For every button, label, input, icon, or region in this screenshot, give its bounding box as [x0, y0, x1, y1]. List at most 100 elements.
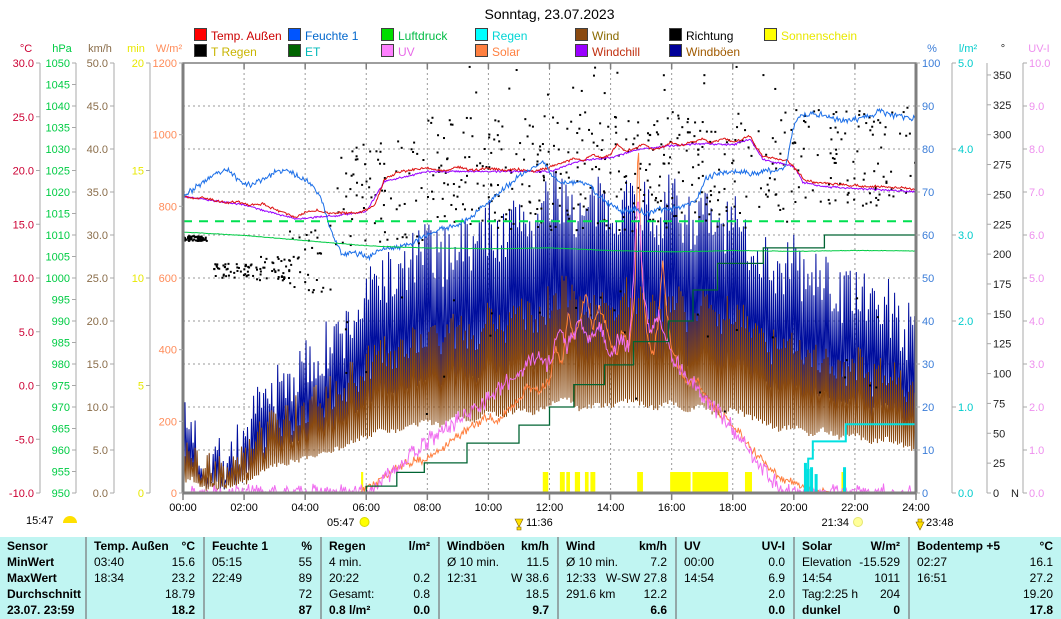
series-windb-en — [182, 171, 917, 491]
x-tick-label: 10:00 — [475, 502, 503, 514]
sensor-unit: km/h — [520, 539, 549, 553]
cell-label: Ø 10 min. — [447, 555, 500, 569]
legend-item-feuchte-1: Feuchte 1 — [288, 28, 359, 43]
legend-item-uv: UV — [381, 44, 415, 58]
table-cell: Elevation -15.529 — [795, 554, 908, 570]
sensor-name: Solar — [802, 539, 833, 553]
cell-label: 0.8 l/m² — [329, 603, 371, 617]
table-column-wind: Wind km/h Ø 10 min. 7.2 12:33 W-SW 27.8 291.6 … — [557, 537, 675, 619]
cell-value: 11.5 — [526, 555, 549, 569]
legend-label: Feuchte 1 — [305, 29, 359, 43]
svg-text:1000: 1000 — [46, 273, 70, 285]
x-tick-label: 14:00 — [597, 502, 625, 514]
axis-scale-: 0 N 25 50 75 100 125 150 175 200 225 250 275 300 325 35… — [986, 43, 1019, 500]
series-luftdruck — [182, 231, 916, 253]
table-cell: 72 — [205, 586, 320, 602]
svg-text:45.0: 45.0 — [87, 101, 108, 113]
cell-label: Tag:2:25 h — [802, 587, 859, 601]
table-header-cell: Wind km/h — [559, 538, 675, 554]
cell-label — [205, 586, 212, 602]
svg-text:30.0: 30.0 — [87, 230, 108, 242]
svg-text:980: 980 — [52, 359, 70, 371]
table-cell: 4 min. — [322, 554, 438, 570]
legend-label: Windböen — [686, 45, 741, 59]
svg-text:40: 40 — [922, 316, 934, 328]
table-cell: 12:31 W 38.6 — [440, 570, 557, 586]
svg-text:80: 80 — [922, 144, 934, 156]
svg-text:15: 15 — [132, 166, 144, 178]
legend-color-swatch-icon — [575, 44, 588, 57]
sunset-time: 21:34 — [821, 517, 849, 529]
table-column-windb-en: Windböen km/h Ø 10 min. 11.5 12:31 W 38.6 18.5… — [438, 537, 557, 619]
table-column-solar: Solar W/m² Elevation -15.529 14:54 1011 Tag:2:… — [793, 537, 908, 619]
cell-label: 22:49 — [212, 571, 243, 585]
cell-value: 6.9 — [768, 571, 785, 585]
svg-text:960: 960 — [52, 445, 70, 457]
table-cell: Tag:2:25 h 204 — [795, 586, 908, 602]
cell-value: W 38.6 — [510, 571, 549, 585]
axis-unit-label: °C — [20, 43, 32, 55]
table-header-cell: Solar W/m² — [795, 538, 908, 554]
sensor-unit: °C — [1039, 539, 1053, 553]
svg-text:15.0: 15.0 — [13, 219, 34, 231]
cell-label: 20:22 — [329, 571, 360, 585]
svg-text:4.0: 4.0 — [958, 144, 973, 156]
cell-value: 9.7 — [532, 603, 549, 617]
legend-item-windb-en: Windböen — [669, 44, 741, 59]
cell-label: 291.6 km — [566, 587, 616, 601]
legend-label: Windchill — [592, 45, 641, 59]
svg-text:75: 75 — [993, 398, 1005, 410]
table-header-cell: Regen l/m² — [322, 538, 438, 554]
svg-text:2.0: 2.0 — [958, 316, 973, 328]
svg-text:175: 175 — [993, 279, 1011, 291]
x-tick-label: 02:00 — [230, 502, 258, 514]
cell-label: 05:15 — [212, 555, 243, 569]
svg-text:300: 300 — [993, 130, 1011, 142]
cell-label — [910, 586, 917, 602]
legend-item-et: ET — [288, 44, 320, 58]
series-temp-au-en — [182, 134, 917, 219]
svg-text:90: 90 — [922, 101, 934, 113]
axis-unit-label: UV-I — [1028, 43, 1049, 55]
svg-text:0: 0 — [171, 488, 177, 500]
svg-text:-10.0: -10.0 — [9, 488, 34, 500]
x-tick-label: 22:00 — [841, 502, 869, 514]
table-cell: 18:34 23.2 — [87, 570, 203, 586]
cell-label — [440, 602, 447, 618]
cell-value: 0.2 — [413, 571, 430, 585]
svg-text:20: 20 — [922, 402, 934, 414]
legend-item-regen: Regen — [475, 28, 527, 42]
table-header-cell: Windböen km/h — [440, 538, 557, 554]
table-column-uv: UV UV-I 00:00 0.0 14:54 6.9 2.0 0.0 — [675, 537, 793, 619]
svg-text:5.0: 5.0 — [93, 445, 108, 457]
svg-text:995: 995 — [52, 295, 70, 307]
svg-text:975: 975 — [52, 381, 70, 393]
cell-value: 204 — [879, 587, 900, 601]
sunshine-bars — [361, 472, 844, 492]
table-cell: 00:00 0.0 — [677, 554, 793, 570]
svg-text:60: 60 — [922, 230, 934, 242]
cell-label: 00:00 — [684, 555, 715, 569]
sensor-unit: l/m² — [408, 539, 430, 553]
cell-value: 16.1 — [1029, 555, 1053, 569]
x-tick-label: 12:00 — [536, 502, 564, 514]
legend-color-swatch-icon — [381, 44, 394, 57]
cell-value: 0.8 — [413, 587, 430, 601]
cell-value: 12.2 — [643, 587, 667, 601]
svg-text:400: 400 — [159, 345, 177, 357]
legend-color-swatch-icon — [288, 44, 301, 57]
legend-color-swatch-icon — [669, 44, 682, 57]
sensor-unit: W/m² — [870, 539, 900, 553]
axis-unit-label: ° — [1001, 43, 1005, 55]
table-cell: 0.0 — [677, 602, 793, 618]
table-column-bodentemp-5: Bodentemp +5 °C 02:27 16.1 16:51 27.2 19.20 17.… — [908, 537, 1061, 619]
cell-value: 7.2 — [650, 555, 667, 569]
table-header-cell: Feuchte 1% — [205, 538, 320, 554]
table-cell: 20:22 0.2 — [322, 570, 438, 586]
table-row-label-text: Durchschnitt — [7, 587, 82, 601]
series-feuchte-1 — [182, 107, 917, 262]
svg-text:0.0: 0.0 — [958, 488, 973, 500]
legend-color-swatch-icon — [288, 28, 301, 41]
svg-text:0.0: 0.0 — [19, 381, 34, 393]
table-cell: 291.6 km 12.2 — [559, 586, 675, 602]
